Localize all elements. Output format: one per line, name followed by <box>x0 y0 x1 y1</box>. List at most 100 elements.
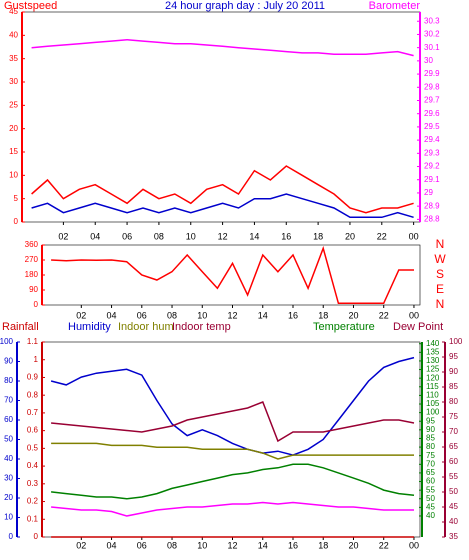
y-tick-label: 10 <box>4 513 13 522</box>
y-tick-label: 25 <box>9 100 18 109</box>
y2-tick-label: E <box>436 282 444 296</box>
x-tick-label: 00 <box>409 231 419 241</box>
y-tick-label: 360 <box>25 240 39 249</box>
y-tick-label: 35 <box>9 54 18 63</box>
y2-tick-label: S <box>436 267 444 281</box>
legend-label: Indoor hum <box>118 321 174 333</box>
y2-tick-label: 28.9 <box>424 201 440 210</box>
y-tick-label: 45 <box>9 7 18 16</box>
y2-tick-label: 30.2 <box>424 30 440 39</box>
y-tick-label: 0 <box>14 217 19 226</box>
y-tick-label: 30 <box>9 77 18 86</box>
y-tick-label: 20 <box>9 124 18 133</box>
series-line <box>51 442 414 460</box>
y2-tick-label: 28.8 <box>424 214 440 223</box>
y3-tick-label: 110 <box>426 391 439 400</box>
y-tick-label: 20 <box>4 493 13 502</box>
y2-tick-label: 29 <box>424 188 433 197</box>
legend-label: Temperature <box>313 321 375 333</box>
x-tick-label: 06 <box>137 540 147 550</box>
y3-tick-label: 95 <box>426 416 435 425</box>
y-tick-label: 0 <box>34 300 39 309</box>
y3-tick-label: 70 <box>426 459 435 468</box>
y4-tick-label: 75 <box>449 412 458 421</box>
y3-tick-label: 60 <box>426 477 435 486</box>
legend-label: Gustspeed <box>4 0 57 12</box>
y4-tick-label: 70 <box>449 427 458 436</box>
y4-tick-label: 60 <box>449 457 458 466</box>
legend-label: Humidity <box>68 321 111 333</box>
y-tick-label: 70 <box>4 396 13 405</box>
x-tick-label: 14 <box>258 540 268 550</box>
x-tick-label: 14 <box>258 310 268 320</box>
y2-tick-label: 29.4 <box>424 135 440 144</box>
x-tick-label: 20 <box>345 231 355 241</box>
y-tick-label: 180 <box>25 270 39 279</box>
y-tick-label: 40 <box>4 454 13 463</box>
y4-tick-label: 90 <box>449 367 458 376</box>
x-tick-label: 12 <box>218 231 228 241</box>
y3-tick-label: 120 <box>426 373 440 382</box>
y2-tick-label: 30 <box>424 56 433 65</box>
y2-tick-label: N <box>436 297 445 311</box>
y2-tick-label: 29.5 <box>424 122 440 131</box>
legend-label: Indoor temp <box>172 321 231 333</box>
y-tick-label: 5 <box>14 194 19 203</box>
series-line <box>51 245 414 305</box>
y3-tick-label: 100 <box>426 408 440 417</box>
x-tick-label: 18 <box>318 310 328 320</box>
y4-tick-label: 55 <box>449 472 458 481</box>
y3-tick-label: 75 <box>426 451 435 460</box>
y2-tick-label: 29.8 <box>424 82 440 91</box>
x-tick-label: 02 <box>76 540 86 550</box>
y2-tick-label: 30.3 <box>424 16 440 25</box>
y2-tick-label: W <box>434 252 446 266</box>
x-tick-label: 04 <box>90 231 100 241</box>
y-tick-label: 40 <box>9 30 18 39</box>
y3-tick-label: 65 <box>426 468 435 477</box>
y2-tick-label: 29.6 <box>424 109 440 118</box>
y2-tick-label: 1 <box>34 355 39 364</box>
legend-label: Dew Point <box>393 321 443 333</box>
y3-tick-label: 55 <box>426 485 435 494</box>
x-tick-label: 02 <box>58 231 68 241</box>
y-tick-label: 10 <box>9 170 18 179</box>
y-tick-label: 80 <box>4 376 13 385</box>
y3-tick-label: 115 <box>426 382 439 391</box>
legend-label: Rainfall <box>2 321 39 333</box>
x-tick-label: 18 <box>313 231 323 241</box>
series-line <box>51 501 414 517</box>
y2-tick-label: 29.3 <box>424 148 440 157</box>
y2-tick-label: 29.9 <box>424 69 440 78</box>
y4-tick-label: 80 <box>449 397 458 406</box>
x-tick-label: 12 <box>228 540 238 550</box>
x-tick-label: 18 <box>318 540 328 550</box>
y2-tick-label: 1.1 <box>27 337 39 346</box>
x-tick-label: 06 <box>122 231 132 241</box>
y-tick-label: 60 <box>4 415 13 424</box>
y2-tick-label: 29.1 <box>424 175 440 184</box>
x-tick-label: 10 <box>197 540 207 550</box>
x-tick-label: 10 <box>186 231 196 241</box>
y2-tick-label: 30.1 <box>424 43 440 52</box>
x-tick-label: 08 <box>154 231 164 241</box>
y4-tick-label: 45 <box>449 502 458 511</box>
y3-tick-label: 105 <box>426 399 440 408</box>
plot-frame <box>41 244 421 306</box>
y2-tick-label: N <box>436 237 445 251</box>
x-tick-label: 06 <box>137 310 147 320</box>
series-line <box>51 401 415 443</box>
y3-tick-label: 135 <box>426 347 440 356</box>
x-tick-label: 08 <box>167 540 177 550</box>
series-line <box>51 463 415 500</box>
x-tick-label: 22 <box>379 310 389 320</box>
y-tick-label: 15 <box>9 147 18 156</box>
y4-tick-label: 50 <box>449 487 458 496</box>
y3-tick-label: 80 <box>426 442 435 451</box>
y3-tick-label: 130 <box>426 356 440 365</box>
y3-tick-label: 45 <box>426 502 435 511</box>
y2-tick-label: 0.4 <box>27 461 39 470</box>
y4-tick-label: 35 <box>449 532 458 541</box>
y2-tick-label: 0.8 <box>27 390 39 399</box>
